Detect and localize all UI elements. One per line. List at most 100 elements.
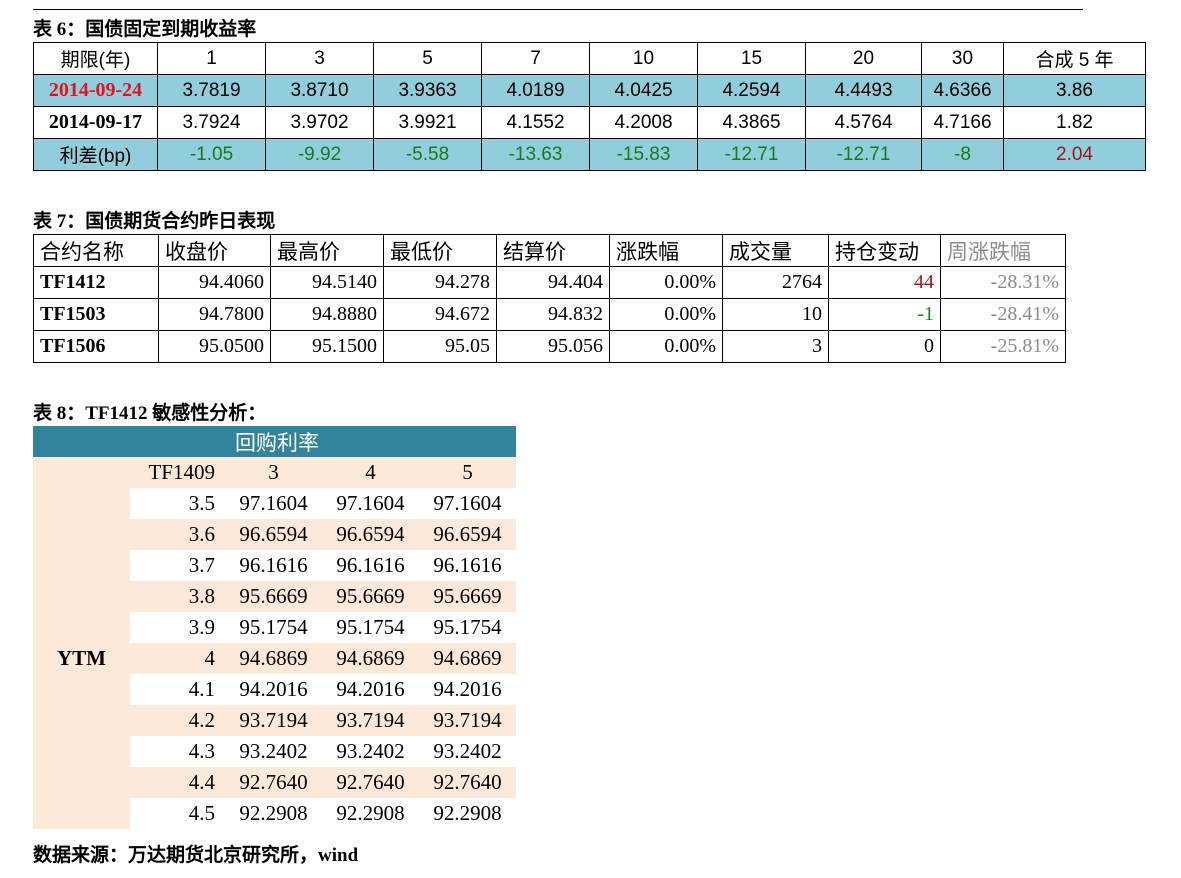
row-label: 2014-09-24 [33,74,158,107]
header-cell: 最低价 [383,234,497,267]
cell: -28.41% [940,298,1066,331]
row-label: TF1503 [33,298,159,331]
column-header: 3 [225,457,322,488]
cell: -25.81% [940,330,1066,363]
cell: 3.8710 [265,74,374,107]
table-title: 表 8：TF1412 敏感性分析： [33,403,267,424]
cell: 93.7194 [225,705,322,736]
cell: 95.056 [496,330,610,363]
data-row: 4 94.6869 94.6869 94.6869 [33,643,517,674]
ytm-label: 3.7 [188,553,215,577]
header-cell: 5 [373,42,482,75]
cell: 95.6669 [419,581,517,612]
cell: 3 [722,330,829,363]
blank-cell [33,426,225,457]
cell: -13.63 [481,138,590,171]
blank-cell [33,457,130,488]
data-row: TF1412 94.4060 94.5140 94.278 94.404 0.00% 276… [33,266,1066,299]
data-row: 利差(bp) -1.05 -9.92 -5.58 -13.63 -15.83 -12.71-… [33,138,1146,171]
corner-label: TF1409 [130,457,225,488]
ytm-label: 3.8 [130,581,225,612]
data-row: 3.8 95.6669 95.6669 95.6669 [33,581,517,612]
cell: 3.7819 [157,74,266,107]
cell: 94.4060 [158,266,271,299]
table-title: 表 6：国债固定到期收益率 [33,19,257,40]
header-cell: 周涨跌幅 [940,234,1066,267]
header-cell: 20 [805,42,922,75]
cell: 94.7800 [158,298,271,331]
cell: 2.04 [1003,138,1146,171]
cell: 94.832 [496,298,610,331]
cell: 94.2016 [336,677,405,701]
data-row: 4.3 93.2402 93.2402 93.2402 [33,736,516,767]
cell: 4.4493 [805,74,922,107]
data-row: 4.4 92.7640 92.7640 92.7640 [33,767,517,798]
header-cell: 合约名称 [33,234,159,267]
cell: 95.1754 [336,615,405,639]
cell: 96.1616 [433,553,502,577]
cell: 4.0425 [589,74,698,107]
cell: 94.6869 [419,643,517,674]
cell: 94.6869 [225,643,322,674]
ytm-label: 4.1 [188,677,215,701]
data-row: 3.9 95.1754 95.1754 95.1754 [33,612,516,643]
cell: -15.83 [589,138,698,171]
cell: 92.2908 [433,801,502,825]
cell: -12.71 [805,138,922,171]
cell: 96.6594 [322,519,419,550]
cell: 94.278 [383,266,497,299]
header-cell: 15 [697,42,806,75]
cell: 3.9921 [373,106,482,139]
cell: 93.2402 [336,739,405,763]
data-row: 3.7 96.1616 96.1616 96.1616 [33,550,516,581]
cell: 94.5140 [270,266,384,299]
cell: 0.00% [609,266,723,299]
ytm-label: 4.3 [188,739,215,763]
cell: 94.8880 [270,298,384,331]
column-header: 4 [322,457,419,488]
cell: 96.1616 [239,553,308,577]
column-row: TF1409 3 4 5 [33,457,517,488]
cell: 96.6594 [419,519,517,550]
ytm-label: 4 [130,643,225,674]
cell: 95.6669 [225,581,322,612]
header-cell: 成交量 [722,234,829,267]
row-group-label: YTM [33,488,130,829]
cell: 95.1754 [433,615,502,639]
cell: 0.00% [609,330,723,363]
header-cell: 10 [589,42,698,75]
cell: 3.7924 [157,106,266,139]
ytm-label: 4.4 [130,767,225,798]
top-rule [33,9,1083,10]
header-cell: 合成 5 年 [1003,42,1146,75]
cell: -8 [921,138,1004,171]
group-header: 回购利率 [225,426,517,457]
row-label: TF1506 [33,330,159,363]
cell: 2764 [722,266,829,299]
cell: -12.71 [697,138,806,171]
row-label: 2014-09-17 [33,106,158,139]
data-row: TF1503 94.7800 94.8880 94.672 94.832 0.00% 10-… [33,298,1066,331]
cell: 95.05 [383,330,497,363]
row-label: TF1412 [33,266,159,299]
cell: 4.6366 [921,74,1004,107]
yield-table: 期限(年) 1 3 5 7 10 15 20 30 合成 5 年 2014-09-24 3.7819 3… [33,42,1146,171]
row-label: 利差(bp) [33,138,158,171]
data-row: 4.5 92.2908 92.2908 92.2908 [33,798,516,829]
header-cell: 结算价 [496,234,610,267]
data-row: 3.6 96.6594 96.6594 96.6594 [33,519,517,550]
cell: 0.00% [609,298,723,331]
header-cell: 3 [265,42,374,75]
cell: 44 [828,266,941,299]
cell: 93.2402 [239,739,308,763]
header-cell: 7 [481,42,590,75]
cell: 4.0189 [481,74,590,107]
cell: 96.6594 [225,519,322,550]
header-cell: 最高价 [270,234,384,267]
cell: 92.2908 [336,801,405,825]
header-cell: 持仓变动 [828,234,941,267]
header-cell: 1 [157,42,266,75]
cell: 97.1604 [239,491,308,515]
cell: 10 [722,298,829,331]
